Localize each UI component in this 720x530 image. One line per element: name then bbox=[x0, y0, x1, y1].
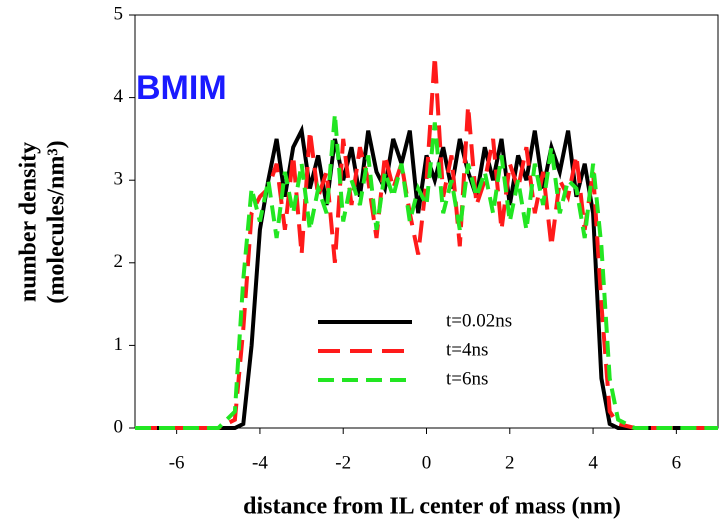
y-axis-label-group: number density (molecules/nm³) bbox=[16, 140, 70, 303]
legend-label: t=0.02ns bbox=[446, 310, 512, 331]
y-axis-label: (molecules/nm³) bbox=[44, 140, 70, 303]
x-tick-label: -4 bbox=[252, 452, 268, 473]
x-tick-label: 0 bbox=[422, 452, 432, 473]
series-line bbox=[135, 56, 718, 430]
y-tick-label: 2 bbox=[114, 251, 124, 272]
series-line bbox=[135, 124, 718, 430]
y-axis-label: number density bbox=[16, 142, 42, 302]
x-tick-label: -2 bbox=[335, 452, 351, 473]
y-tick-label: 1 bbox=[114, 334, 124, 355]
series-line bbox=[135, 113, 718, 430]
x-tick-label: 2 bbox=[505, 452, 515, 473]
x-axis-label: distance from IL center of mass (nm) bbox=[243, 494, 621, 520]
legend-label: t=6ns bbox=[446, 368, 488, 389]
x-tick-label: -6 bbox=[169, 452, 185, 473]
x-tick-label: 6 bbox=[672, 452, 682, 473]
y-tick-label: 3 bbox=[114, 169, 124, 190]
y-tick-label: 4 bbox=[114, 86, 124, 107]
x-tick-label: 4 bbox=[588, 452, 598, 473]
y-tick-label: 5 bbox=[114, 3, 124, 24]
legend-label: t=4ns bbox=[446, 339, 488, 360]
y-tick-label: 0 bbox=[114, 416, 124, 437]
chart-title: BMIM bbox=[136, 69, 227, 107]
